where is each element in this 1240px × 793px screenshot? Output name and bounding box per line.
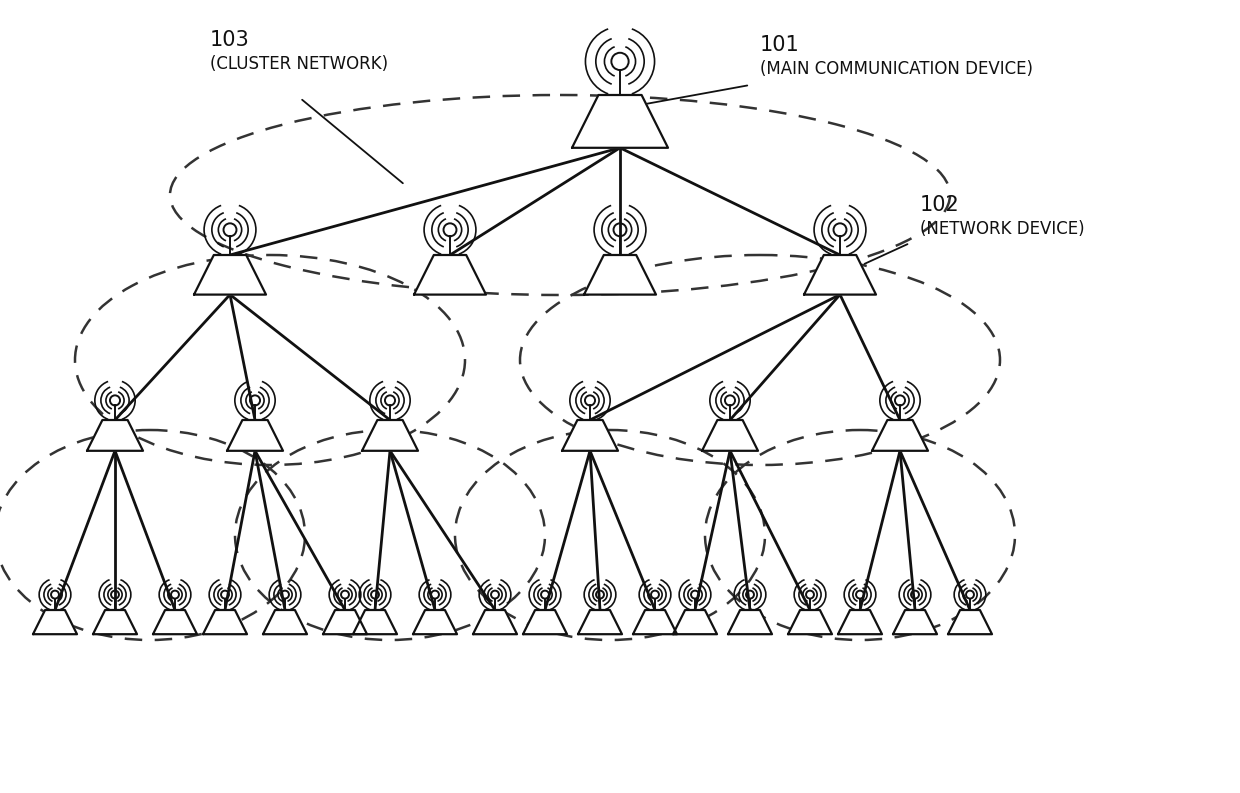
Polygon shape [93, 610, 136, 634]
Polygon shape [872, 420, 928, 450]
Text: (NETWORK DEVICE): (NETWORK DEVICE) [920, 220, 1085, 238]
Polygon shape [949, 610, 992, 634]
Polygon shape [728, 610, 773, 634]
Polygon shape [584, 255, 656, 295]
Polygon shape [523, 610, 567, 634]
Polygon shape [838, 610, 882, 634]
Polygon shape [322, 610, 367, 634]
Polygon shape [353, 610, 397, 634]
Text: 103: 103 [210, 30, 249, 50]
Polygon shape [472, 610, 517, 634]
Polygon shape [153, 610, 197, 634]
Polygon shape [227, 420, 283, 450]
Polygon shape [33, 610, 77, 634]
Polygon shape [673, 610, 717, 634]
Polygon shape [787, 610, 832, 634]
Text: 101: 101 [760, 35, 800, 55]
Polygon shape [578, 610, 622, 634]
Text: (MAIN COMMUNICATION DEVICE): (MAIN COMMUNICATION DEVICE) [760, 60, 1033, 78]
Polygon shape [562, 420, 618, 450]
Polygon shape [572, 95, 668, 147]
Polygon shape [362, 420, 418, 450]
Text: (CLUSTER NETWORK): (CLUSTER NETWORK) [210, 55, 388, 73]
Polygon shape [263, 610, 308, 634]
Polygon shape [414, 255, 486, 295]
Polygon shape [702, 420, 758, 450]
Text: 102: 102 [920, 195, 960, 215]
Polygon shape [632, 610, 677, 634]
Polygon shape [193, 255, 267, 295]
Polygon shape [413, 610, 458, 634]
Polygon shape [893, 610, 937, 634]
Polygon shape [203, 610, 247, 634]
Polygon shape [804, 255, 875, 295]
Polygon shape [87, 420, 143, 450]
